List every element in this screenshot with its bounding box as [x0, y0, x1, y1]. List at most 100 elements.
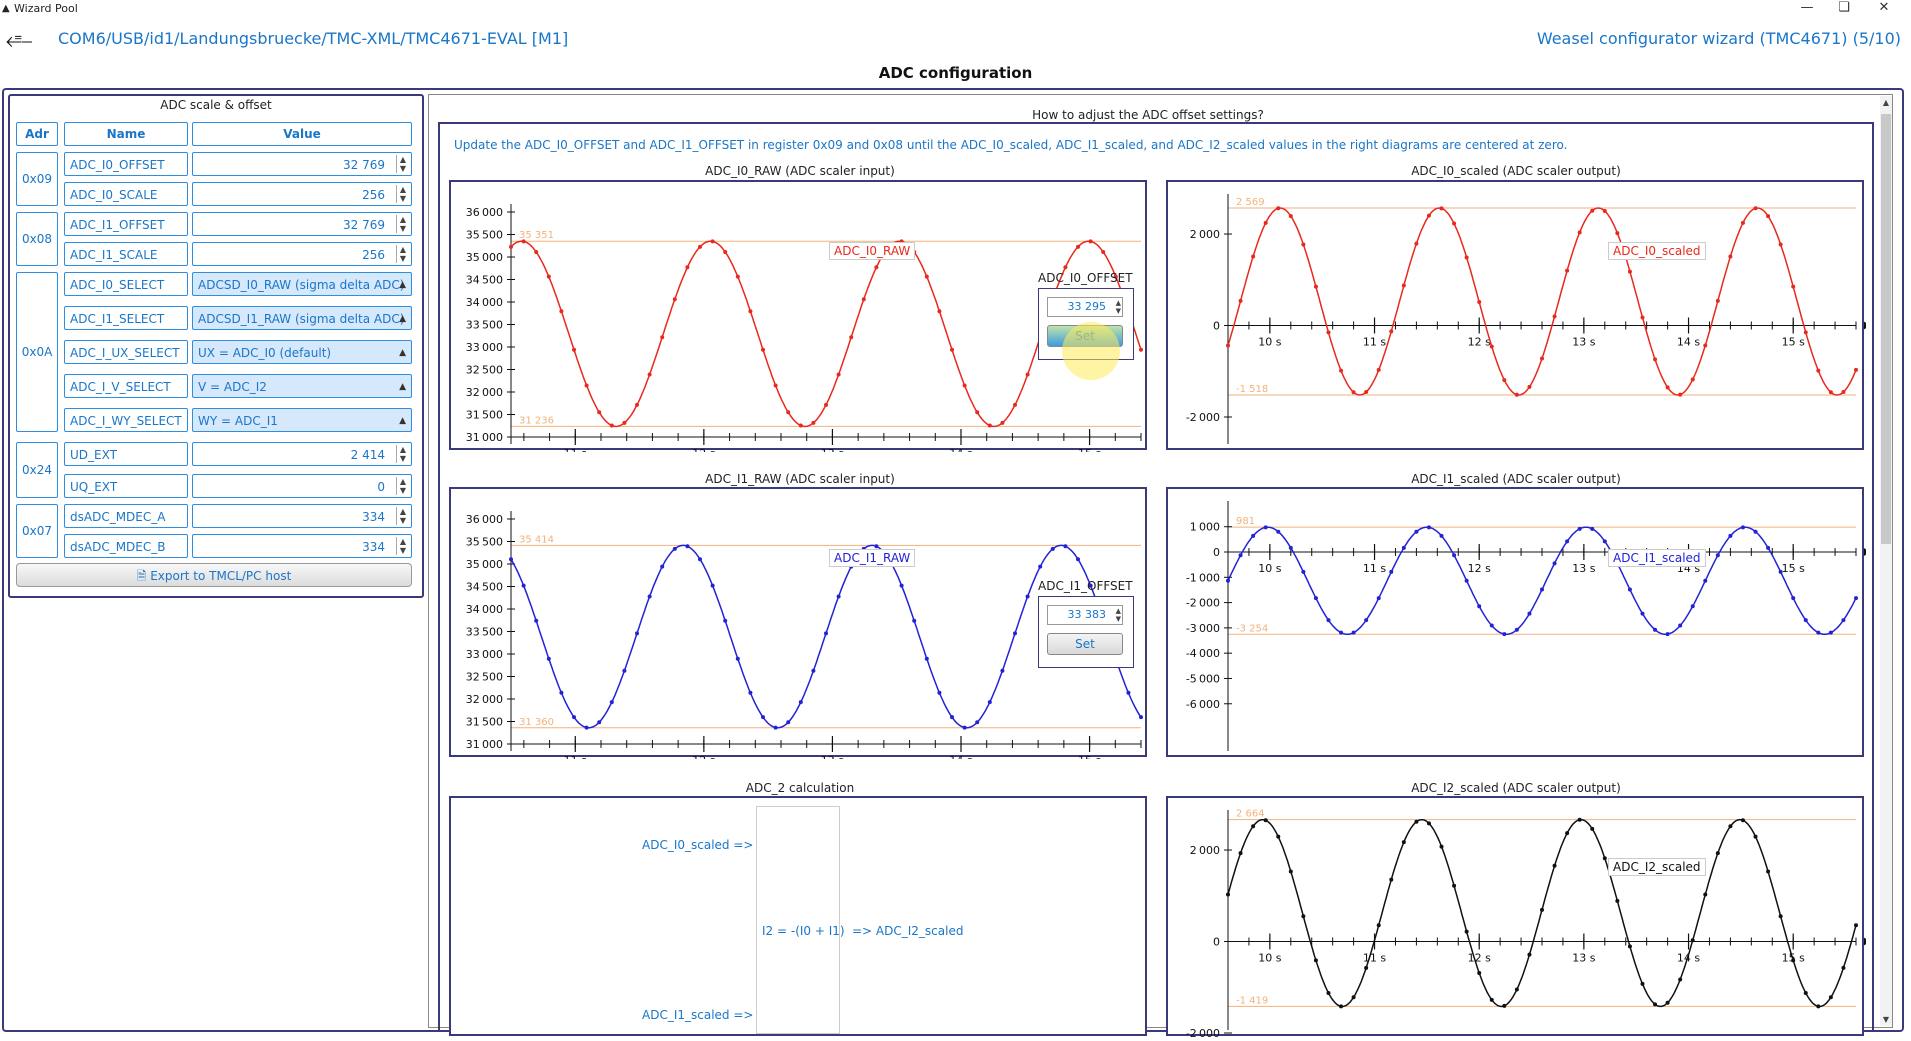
data-point: [1803, 330, 1808, 335]
i0-offset-value: 33 295: [1067, 300, 1107, 313]
x-tick-label: 14 s: [949, 754, 972, 759]
export-button[interactable]: 🗎 Export to TMCL/PC host: [16, 563, 412, 587]
register-value-input[interactable]: 32 769 ▲ ▼: [192, 152, 412, 176]
data-point: [1226, 343, 1230, 348]
spin-arrows-icon[interactable]: ▲ ▼: [396, 507, 409, 525]
register-value-input[interactable]: 334 ▲ ▼: [192, 504, 412, 528]
data-point: [924, 274, 929, 279]
register-value-input[interactable]: 32 769 ▲ ▼: [192, 212, 412, 236]
calc-output: => ADC_I2_scaled: [852, 924, 964, 938]
i1-offset-set-button[interactable]: Set: [1047, 633, 1123, 655]
restore-button[interactable]: ❏: [1838, 0, 1850, 15]
register-select[interactable]: WY = ADC_I1 ▲: [192, 408, 412, 432]
data-point: [1013, 402, 1017, 407]
y-tick-label: 0: [1213, 936, 1220, 949]
spin-arrows-icon[interactable]: ▲ ▼: [1115, 299, 1121, 315]
data-point: [1816, 368, 1821, 373]
y-tick-label: 32 000: [466, 693, 503, 706]
register-value-input[interactable]: 334 ▲ ▼: [192, 534, 412, 558]
dropdown-arrow-icon[interactable]: ▲: [399, 348, 406, 358]
register-select[interactable]: V = ADC_I2 ▲: [192, 374, 412, 398]
minimize-button[interactable]: —: [1800, 0, 1814, 15]
dropdown-arrow-icon[interactable]: ▲: [399, 416, 406, 426]
spin-arrows-icon[interactable]: ▲ ▼: [396, 185, 409, 203]
vertical-scrollbar[interactable]: ▲ ▼: [1880, 96, 1892, 1026]
register-value-text: 256: [362, 188, 385, 202]
data-point: [1841, 389, 1846, 394]
data-point: [962, 725, 967, 730]
x-tick-label: 15 s: [1078, 447, 1101, 452]
data-point: [798, 423, 803, 428]
spin-arrows-icon[interactable]: ▲ ▼: [396, 155, 409, 173]
data-point: [1313, 596, 1318, 601]
register-select[interactable]: ADCSD_I0_RAW (sigma delta ADC) ▲: [192, 272, 412, 296]
spin-arrows-icon[interactable]: ▲ ▼: [396, 245, 409, 263]
data-point: [1791, 284, 1796, 289]
scroll-down-icon[interactable]: ▼: [1882, 1015, 1890, 1024]
data-point: [1276, 206, 1281, 211]
chart-legend: ADC_I1_RAW: [829, 549, 916, 567]
data-point: [521, 583, 526, 588]
chart-svg: 2 664 -1 419 10 s 11 s 12 s 13 s 14 s 15 s -2 00…: [1186, 809, 1866, 1038]
data-point: [584, 383, 589, 388]
register-name: ADC_I1_OFFSET: [64, 212, 188, 236]
dropdown-arrow-icon[interactable]: ▲: [399, 314, 406, 324]
data-point: [1653, 357, 1658, 362]
connection-path[interactable]: COM6/USB/id1/Landungsbruecke/TMC-XML/TMC…: [58, 29, 569, 48]
i0-offset-label: ADC_I0_OFFSET: [1038, 271, 1133, 285]
data-point: [1753, 206, 1758, 211]
register-select[interactable]: UX = ADC_I0 (default) ▲: [192, 340, 412, 364]
spin-arrows-icon[interactable]: ▲ ▼: [396, 445, 409, 463]
data-point: [1753, 834, 1758, 839]
spin-arrows-icon[interactable]: ▲ ▼: [396, 537, 409, 555]
y-tick-label: -2 000: [1186, 1027, 1220, 1038]
data-point: [912, 618, 917, 623]
document-icon: 🗎: [136, 569, 147, 583]
data-point: [521, 239, 526, 244]
data-point: [924, 656, 929, 661]
data-point: [824, 402, 828, 407]
data-point: [546, 274, 551, 279]
data-point: [1828, 390, 1833, 395]
data-point: [1351, 995, 1356, 1000]
data-point: [735, 656, 740, 661]
y-tick-label: 32 000: [466, 386, 503, 399]
register-address: 0x07: [16, 504, 58, 558]
data-point: [1816, 630, 1821, 635]
dropdown-arrow-icon[interactable]: ▲: [399, 382, 406, 392]
y-tick-label: 35 000: [466, 558, 503, 571]
x-tick-label: 11 s: [1363, 952, 1386, 965]
register-value-input[interactable]: 256 ▲ ▼: [192, 182, 412, 206]
register-name: ADC_I0_OFFSET: [64, 152, 188, 176]
register-name: UD_EXT: [64, 442, 188, 466]
data-point: [1489, 997, 1494, 1002]
register-value-text: 334: [362, 540, 385, 554]
close-button[interactable]: ✕: [1878, 0, 1890, 15]
data-point: [710, 239, 715, 244]
data-point: [1703, 343, 1708, 348]
register-value-text: V = ADC_I2: [198, 380, 267, 394]
i0-offset-input[interactable]: 33 295 ▲ ▼: [1047, 297, 1123, 317]
data-point: [1828, 630, 1833, 635]
register-address: 0x08: [16, 212, 58, 266]
data-point: [1452, 883, 1457, 888]
reference-label: 981: [1236, 516, 1255, 527]
scrollbar-thumb[interactable]: [1881, 114, 1891, 544]
spin-arrows-icon[interactable]: ▲ ▼: [396, 215, 409, 233]
register-value-input[interactable]: 0 ▲ ▼: [192, 474, 412, 498]
i1-offset-input[interactable]: 33 383 ▲ ▼: [1047, 605, 1123, 625]
register-value-input[interactable]: 2 414 ▲ ▼: [192, 442, 412, 466]
data-point: [1364, 389, 1369, 394]
register-address: 0x0A: [16, 272, 58, 432]
spin-arrows-icon[interactable]: ▲ ▼: [396, 477, 409, 495]
data-point: [1803, 990, 1808, 995]
spin-arrows-icon[interactable]: ▲ ▼: [1115, 607, 1121, 623]
register-select[interactable]: ADCSD_I1_RAW (sigma delta ADC) ▲: [192, 306, 412, 330]
dropdown-arrow-icon[interactable]: ▲: [399, 280, 406, 290]
axis-arrow-icon: [1864, 548, 1866, 556]
register-value-input[interactable]: 256 ▲ ▼: [192, 242, 412, 266]
data-point: [1276, 834, 1281, 839]
data-point: [1740, 220, 1745, 225]
scroll-up-icon[interactable]: ▲: [1882, 98, 1890, 107]
y-tick-label: -5 000: [1186, 672, 1220, 685]
